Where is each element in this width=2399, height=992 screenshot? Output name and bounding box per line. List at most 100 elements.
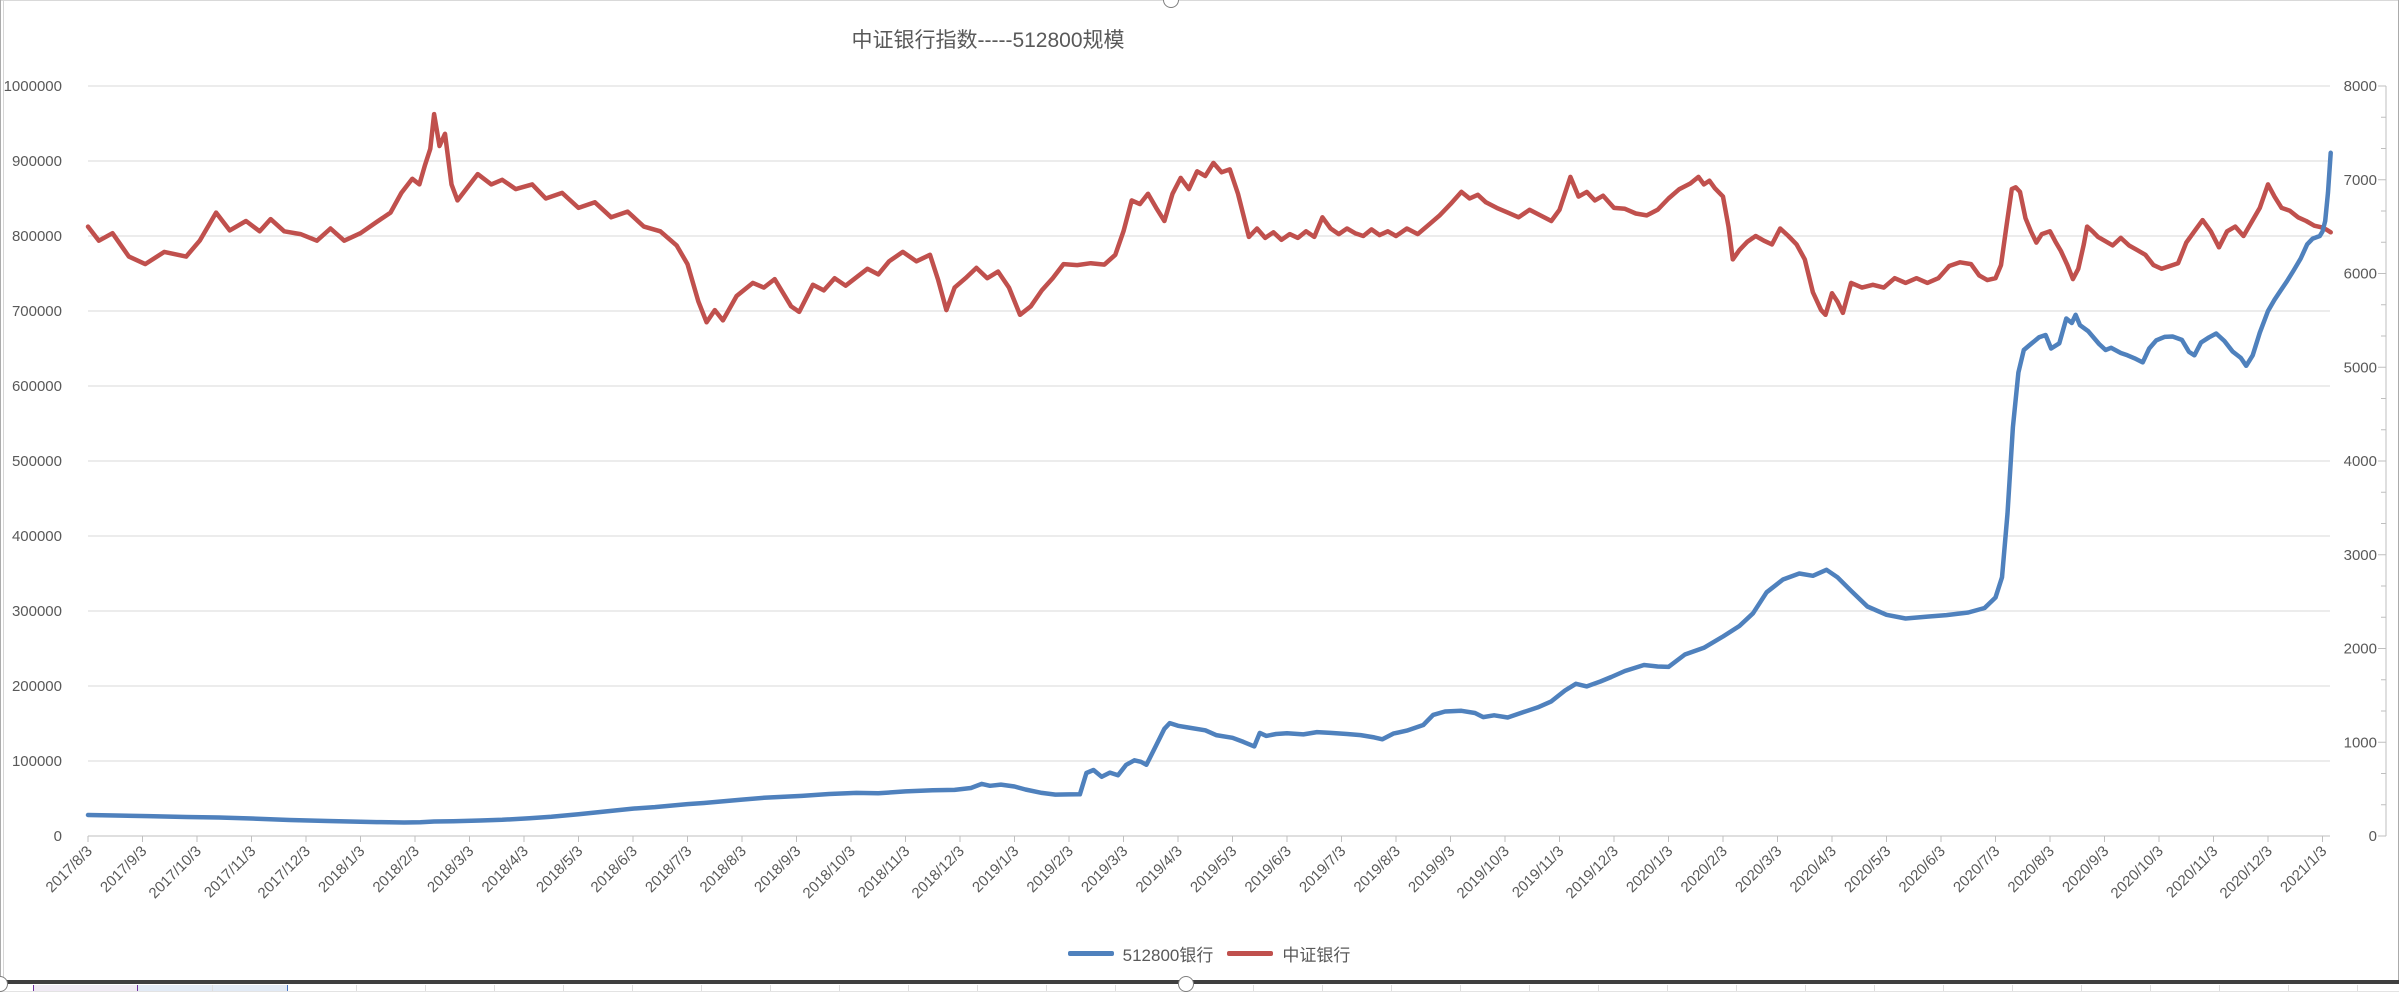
- x-axis-label[interactable]: 2021/1/3: [2277, 843, 2330, 896]
- x-axis-label[interactable]: 2017/11/3: [201, 843, 259, 901]
- cell-gridline: [212, 985, 213, 992]
- cell-gridline: [1391, 985, 1392, 992]
- series-line-zhongzheng[interactable]: [85, 111, 2333, 325]
- cell-gridline: [1115, 985, 1116, 992]
- cell-gridline: [839, 985, 840, 992]
- x-axis-label[interactable]: 2019/12/3: [1563, 843, 1622, 902]
- cell-gridline: [1322, 985, 1323, 992]
- x-axis-label[interactable]: 2019/3/3: [1078, 843, 1131, 896]
- x-axis-label[interactable]: 2018/5/3: [533, 843, 586, 896]
- right-axis-label[interactable]: 6000: [2344, 266, 2377, 283]
- x-axis-label[interactable]: 2017/9/3: [97, 843, 150, 896]
- legend-label: 中证银行: [1282, 946, 1351, 965]
- x-axis-label[interactable]: 2018/8/3: [697, 843, 750, 896]
- x-axis-label[interactable]: 2019/4/3: [1133, 843, 1186, 896]
- spreadsheet-row-strip[interactable]: [0, 985, 2399, 992]
- left-axis-label[interactable]: 200000: [12, 678, 62, 695]
- x-axis-label[interactable]: 2020/3/3: [1732, 843, 1785, 896]
- left-axis-label[interactable]: 900000: [12, 153, 62, 170]
- x-axis-label[interactable]: 2020/2/3: [1678, 843, 1731, 896]
- x-axis-label[interactable]: 2019/10/3: [1454, 843, 1513, 902]
- legend-label: 512800银行: [1122, 946, 1214, 965]
- x-axis-label[interactable]: 2017/10/3: [146, 843, 205, 902]
- x-axis-label[interactable]: 2019/11/3: [1509, 843, 1567, 901]
- x-axis-label[interactable]: 2018/7/3: [642, 843, 695, 896]
- cell-border-purple: [33, 985, 34, 992]
- highlighted-cell-range-a[interactable]: [33, 985, 137, 992]
- left-axis-label[interactable]: 100000: [12, 753, 62, 770]
- x-axis-label[interactable]: 2020/4/3: [1787, 843, 1840, 896]
- x-axis-label[interactable]: 2020/9/3: [2059, 843, 2112, 896]
- cell-gridline: [1667, 985, 1668, 992]
- chart-legend[interactable]: 512800银行 中证银行: [88, 941, 2330, 966]
- cell-gridline: [2012, 985, 2013, 992]
- x-axis-label[interactable]: 2020/12/3: [2217, 843, 2276, 902]
- cell-gridline: [770, 985, 771, 992]
- x-axis-label[interactable]: 2020/10/3: [2108, 843, 2167, 902]
- cell-gridline: [425, 985, 426, 992]
- right-axis-label[interactable]: 2000: [2344, 641, 2377, 658]
- x-axis-label[interactable]: 2020/7/3: [1950, 843, 2003, 896]
- x-axis-label[interactable]: 2019/5/3: [1187, 843, 1240, 896]
- chart-border-bottom: [0, 980, 2399, 984]
- x-axis-label[interactable]: 2019/6/3: [1242, 843, 1295, 896]
- left-axis-label[interactable]: 600000: [12, 378, 62, 395]
- left-axis-label[interactable]: 500000: [12, 453, 62, 470]
- x-axis-label[interactable]: 2018/10/3: [800, 843, 859, 902]
- cell-gridline: [908, 985, 909, 992]
- x-axis-label[interactable]: 2018/1/3: [315, 843, 368, 896]
- selection-handle-bottom-center[interactable]: [1178, 976, 1194, 992]
- x-axis-label[interactable]: 2017/8/3: [43, 843, 96, 896]
- cell-gridline: [1253, 985, 1254, 992]
- x-axis-label[interactable]: 2020/1/3: [1623, 843, 1676, 896]
- right-axis-label[interactable]: 1000: [2344, 734, 2377, 751]
- right-axis-label[interactable]: 7000: [2344, 172, 2377, 189]
- left-axis-label[interactable]: 800000: [12, 228, 62, 245]
- x-axis-label[interactable]: 2019/1/3: [969, 843, 1022, 896]
- series-line-512800[interactable]: [85, 150, 2333, 825]
- cell-gridline: [701, 985, 702, 992]
- cell-gridline: [632, 985, 633, 992]
- cell-gridline: [2219, 985, 2220, 992]
- x-axis-label[interactable]: 2019/9/3: [1405, 843, 1458, 896]
- cell-gridline: [1460, 985, 1461, 992]
- right-axis-label[interactable]: 4000: [2344, 453, 2377, 470]
- x-axis-label[interactable]: 2019/8/3: [1351, 843, 1404, 896]
- right-axis-label[interactable]: 5000: [2344, 359, 2377, 376]
- x-axis-label[interactable]: 2018/4/3: [479, 843, 532, 896]
- legend-item-zhongzheng[interactable]: 中证银行: [1227, 941, 1350, 966]
- left-axis-label[interactable]: 700000: [12, 303, 62, 320]
- cell-gridline: [1598, 985, 1599, 992]
- left-axis-label[interactable]: 400000: [12, 528, 62, 545]
- x-axis-label[interactable]: 2020/6/3: [1896, 843, 1949, 896]
- x-axis-label[interactable]: 2018/3/3: [424, 843, 477, 896]
- left-axis-label[interactable]: 1000000: [4, 78, 62, 95]
- legend-swatch-red-line: [1227, 951, 1274, 956]
- right-axis-label[interactable]: 3000: [2344, 547, 2377, 564]
- chart-border-left: [0, 0, 1, 984]
- left-axis-label[interactable]: 300000: [12, 603, 62, 620]
- legend-item-512800[interactable]: 512800银行: [1067, 941, 1214, 966]
- cell-gridline: [1736, 985, 1737, 992]
- cell-gridline: [977, 985, 978, 992]
- x-axis-label[interactable]: 2018/6/3: [588, 843, 641, 896]
- x-axis-label[interactable]: 2019/7/3: [1296, 843, 1349, 896]
- x-axis-label[interactable]: 2018/9/3: [751, 843, 804, 896]
- left-axis-label[interactable]: 0: [54, 828, 62, 845]
- cell-gridline: [2288, 985, 2289, 992]
- x-axis-label[interactable]: 2020/5/3: [1841, 843, 1894, 896]
- cell-gridline: [2150, 985, 2151, 992]
- x-axis-label[interactable]: 2020/11/3: [2163, 843, 2221, 901]
- x-axis-label[interactable]: 2018/12/3: [909, 843, 968, 902]
- cell-gridline: [563, 985, 564, 992]
- x-axis-label[interactable]: 2018/2/3: [370, 843, 423, 896]
- x-axis-label[interactable]: 2019/2/3: [1024, 843, 1077, 896]
- right-axis-label[interactable]: 0: [2369, 828, 2377, 845]
- chart-title[interactable]: 中证银行指数-----512800规模: [851, 29, 1125, 52]
- x-axis-label[interactable]: 2020/8/3: [2005, 843, 2058, 896]
- x-axis-label[interactable]: 2018/11/3: [855, 843, 913, 901]
- right-axis-label[interactable]: 8000: [2344, 78, 2377, 95]
- x-axis-label[interactable]: 2017/12/3: [255, 843, 314, 902]
